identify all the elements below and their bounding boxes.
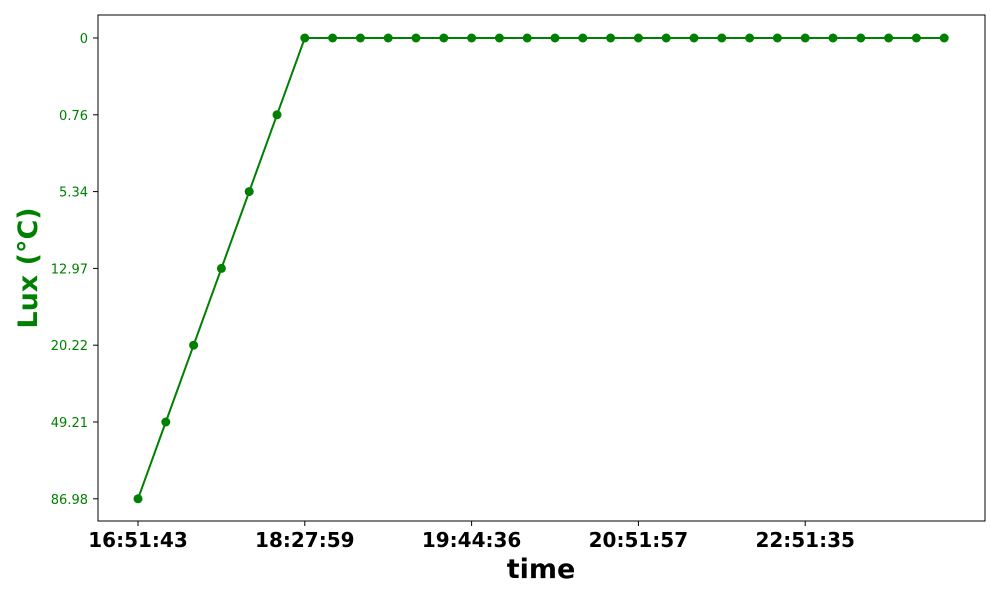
- data-point: [439, 33, 449, 43]
- data-point: [828, 33, 838, 43]
- data-point: [578, 33, 588, 43]
- data-point: [328, 33, 338, 43]
- data-point: [161, 417, 171, 427]
- x-tick-label: 16:51:43: [88, 528, 188, 552]
- data-point: [133, 494, 143, 504]
- x-tick-label: 20:51:57: [589, 528, 689, 552]
- data-point: [911, 33, 921, 43]
- x-tick-label: 22:51:35: [755, 528, 855, 552]
- data-point: [383, 33, 393, 43]
- data-point: [189, 340, 199, 350]
- data-point: [772, 33, 782, 43]
- data-point: [216, 263, 226, 273]
- data-point: [661, 33, 671, 43]
- data-point: [467, 33, 477, 43]
- data-point: [522, 33, 532, 43]
- data-point: [717, 33, 727, 43]
- y-axis-label: Lux (°C): [13, 207, 44, 328]
- y-tick-label: 0.76: [59, 109, 88, 124]
- data-point: [633, 33, 643, 43]
- x-axis-ticks: 16:51:43 18:27:59 19:44:36 20:51:57 22:51:35: [88, 521, 855, 552]
- data-point: [800, 33, 810, 43]
- data-point: [244, 187, 254, 197]
- data-point: [856, 33, 866, 43]
- y-tick-label: 0: [80, 32, 88, 47]
- data-point: [272, 110, 282, 120]
- x-tick-label: 18:27:59: [255, 528, 355, 552]
- data-point: [606, 33, 616, 43]
- y-tick-label: 12.97: [51, 262, 88, 277]
- series-line: [137, 37, 945, 500]
- x-axis-label: time: [507, 554, 576, 585]
- y-tick-label: 49.21: [51, 416, 88, 431]
- data-point: [494, 33, 504, 43]
- y-axis-ticks: 0 0.76 5.34 12.97 20.22 49.21 86.98: [51, 32, 98, 508]
- plot-frame: [97, 14, 986, 522]
- data-point: [745, 33, 755, 43]
- data-point: [939, 33, 949, 43]
- y-tick-label: 86.98: [51, 493, 88, 508]
- series-points: [133, 33, 949, 504]
- data-point: [300, 33, 310, 43]
- data-point: [689, 33, 699, 43]
- y-tick-label: 5.34: [59, 186, 88, 201]
- y-tick-label: 20.22: [51, 339, 88, 354]
- data-point: [411, 33, 421, 43]
- x-tick-label: 19:44:36: [422, 528, 522, 552]
- data-point: [355, 33, 365, 43]
- data-point: [550, 33, 560, 43]
- data-point: [884, 33, 894, 43]
